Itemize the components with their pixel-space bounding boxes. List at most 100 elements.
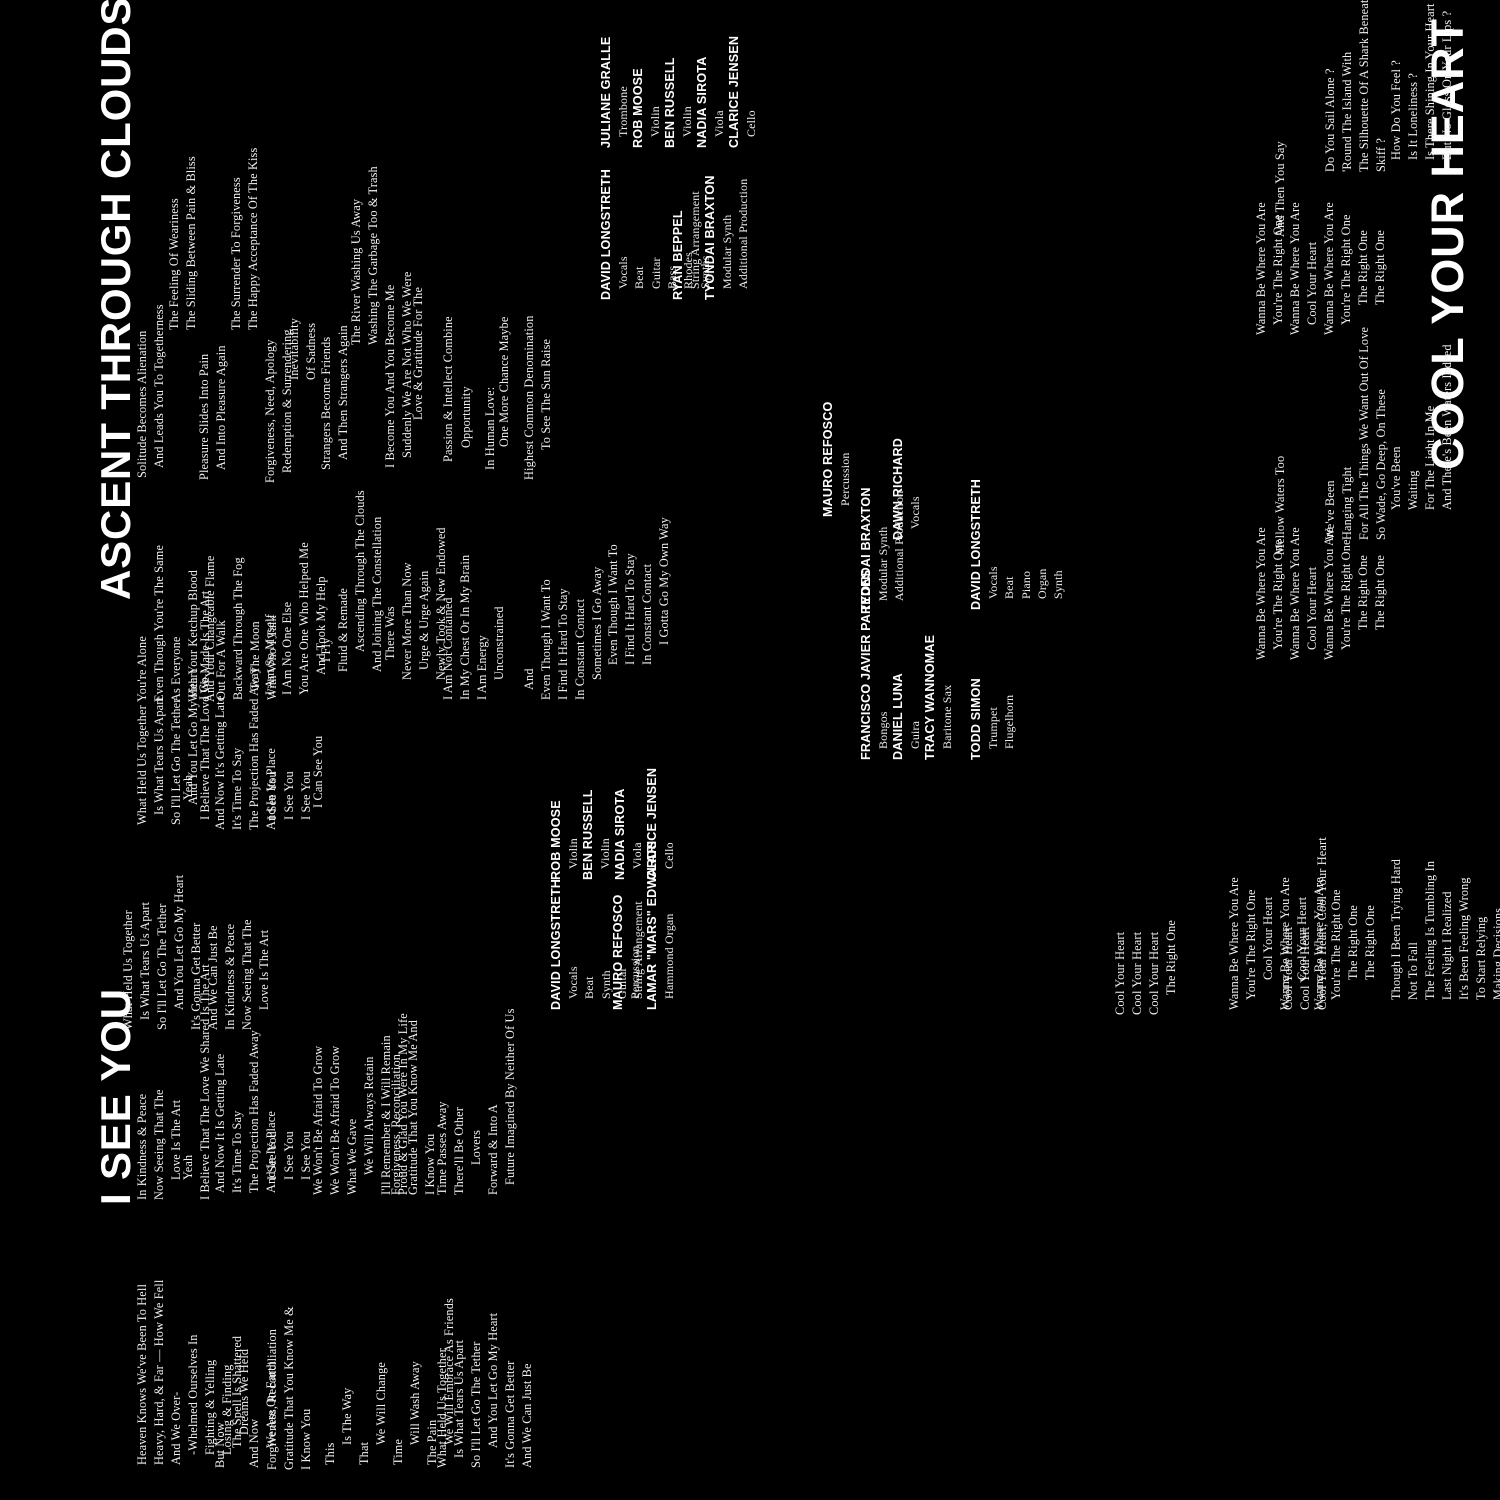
lyric-line: You're The Right One xyxy=(1338,214,1353,325)
credit-name: TRACY WANNOMAE xyxy=(923,634,937,760)
lyric-stanza: Inevitability Of Sadness xyxy=(286,318,320,380)
credit-name: JULIANE GRALLE xyxy=(599,36,613,148)
lyric-line: In Kindness & Peace xyxy=(222,923,237,1030)
lyric-line: Is What Tears Us Apart xyxy=(137,901,152,1020)
lyric-line: The Right One xyxy=(1345,904,1360,980)
lyric-line: I See You xyxy=(281,1131,296,1180)
lyric-line: Is What Tears Us Apart xyxy=(151,696,166,815)
lyric-line: The Right One xyxy=(1163,919,1178,995)
credits-i-see-you-violin-2: BEN RUSSELL Violin xyxy=(580,789,613,880)
lyric-line: Cool Your Heart xyxy=(1304,241,1319,325)
lyric-line: It's Time To Say xyxy=(229,747,244,830)
lyric-line: Wanna Be Where You Are xyxy=(1311,877,1326,1010)
credit-role: Viola xyxy=(712,110,727,137)
lyric-line: Even Though I Want To xyxy=(606,544,620,665)
lyric-line: The Right One xyxy=(1372,554,1387,630)
lyric-line: We've Been xyxy=(1323,480,1337,540)
lyric-line: Never More Than Now xyxy=(399,562,414,680)
credit-role: Additional Production xyxy=(736,178,751,289)
credit-name: NADIA SIROTA xyxy=(613,788,627,880)
lyric-line: Washing The Garbage Too & Trash xyxy=(365,166,380,345)
lyric-line: I Gotta Go My Own Way xyxy=(656,517,671,645)
lyric-line: Last Night I Realized xyxy=(1439,891,1454,1000)
lyric-line: In Kindness & Peace xyxy=(135,1093,149,1200)
lyric-stanza: I Am Not Contained In My Chest Or In My … xyxy=(440,555,508,700)
lyric-line: I Am Not Contained xyxy=(441,597,455,700)
credit-name: BEN RUSSELL xyxy=(581,789,595,880)
lyric-line: Even Though I Want To xyxy=(538,579,553,700)
credits-horns-bongos: FRANCISCO JAVIER PAREDES Bongos xyxy=(858,570,891,760)
lyric-stanza: The Surrender To Forgiveness The Happy A… xyxy=(228,148,262,330)
credits-strings-viola: NADIA SIROTA Viola xyxy=(694,57,727,148)
lyric-stanza: And Even Though I Want To I Find It Hard… xyxy=(521,567,606,700)
lyric-line: The Spell Is Shattered xyxy=(229,1335,244,1448)
lyric-line: I Fly xyxy=(319,637,333,662)
lyric-line: And You Let Go My Heart xyxy=(171,874,186,1010)
lyric-line: Wanna Be Where You Are xyxy=(1277,877,1292,1010)
lyric-stanza: In Kindness & Peace Now Seeing That The … xyxy=(134,1089,185,1200)
credits-strings-violin-2: BEN RUSSELL Violin xyxy=(662,57,695,148)
lyric-line: And There's Been Waters Indeed xyxy=(1439,344,1454,510)
lyric-line: For The Light In Me xyxy=(1422,405,1437,510)
credit-role: Bongos xyxy=(876,711,891,749)
credit-role: Modular Synth xyxy=(720,214,735,289)
lyric-line: The Happy Acceptance Of The Kiss xyxy=(245,147,260,330)
lyric-stanza: Love & Gratitude For The xyxy=(410,287,427,420)
lyric-line: Is It Loneliness ? xyxy=(1405,72,1420,160)
lyric-line: So Wade, Go Deep, On These xyxy=(1373,389,1388,540)
credit-role: Vocals xyxy=(566,966,581,999)
lyric-line: The Right One xyxy=(1355,229,1370,305)
credit-name: BEN RUSSELL xyxy=(663,57,677,148)
lyric-line: I Know You xyxy=(298,1408,313,1470)
lyric-line: Time Passes Away xyxy=(435,1101,449,1195)
lyric-line: But Now xyxy=(213,1422,227,1468)
lyric-line: There'll Be Other xyxy=(451,1106,466,1195)
lyric-stanza: How Do You Feel ? Is It Loneliness ? Is … xyxy=(1388,3,1456,160)
lyric-line: Strangers Become Friends xyxy=(319,336,333,470)
credits-i-see-you-cello: CLARICE JENSEN Cello xyxy=(644,768,677,880)
lyric-line: Unconstrained xyxy=(491,606,506,680)
credit-role: Additional Production xyxy=(892,490,907,601)
lyric-line: One More Chance Maybe xyxy=(497,316,511,447)
lyric-line: It's Gonna Get Better xyxy=(502,1360,517,1468)
credit-name: DANIEL LUNA xyxy=(891,673,905,760)
lyric-line: Skiff ? xyxy=(1373,138,1388,172)
credit-role: Baritone Sax xyxy=(940,684,955,749)
lyric-line: How Do You Feel ? xyxy=(1389,60,1403,160)
lyric-line: It's Gonna Get Better xyxy=(188,922,203,1030)
credit-name: MAURO REFOSCO xyxy=(611,894,625,1010)
credit-role: Beat xyxy=(1002,576,1017,599)
lyric-line: Wanna Be Where You Are xyxy=(1321,527,1336,660)
lyric-line: The Surrender To Forgiveness xyxy=(229,177,243,330)
credits-i-see-you-refosco: MAURO REFOSCO Percussion xyxy=(610,895,643,1010)
lyric-line: Is There Shining In Your Heart xyxy=(1422,3,1437,160)
lyric-line: You're The Right One xyxy=(1338,539,1353,650)
credit-name: MAURO REFOSCO xyxy=(821,401,835,517)
lyric-line: Gratitude That You Know Me And xyxy=(405,1020,420,1195)
credit-role: Vocals xyxy=(908,496,923,529)
lyric-line: Lovers xyxy=(468,1129,483,1165)
lyric-line: Cool Your Heart xyxy=(1294,896,1309,980)
lyric-line: Waiting xyxy=(1405,470,1420,510)
lyric-line: Wanna Be Where You Are xyxy=(1287,527,1302,660)
credit-name: DAVID LONGSTRETH xyxy=(969,478,983,610)
lyric-line: Cool Your Heart xyxy=(1113,931,1127,1015)
lyric-line: I Am Energy xyxy=(474,635,489,700)
lyric-line: The Projection Has Faded Away xyxy=(246,667,261,830)
lyric-line: Cool Your Heart xyxy=(1260,896,1275,980)
lyric-line: The Silhouette Of A Shark Beneath The xyxy=(1356,0,1371,172)
lyric-line: Wanna Be Where You Are xyxy=(1227,877,1241,1010)
lyric-stanza: What Held Us Together Is What Tears Us A… xyxy=(434,1313,536,1468)
credit-role: Guitar xyxy=(648,257,663,289)
lyric-stanza: Highest Common Denomination xyxy=(521,315,538,480)
lyric-line: Fluid & Remade xyxy=(335,587,350,672)
lyric-stanza: Yeah I Believe That The Love We Made Is … xyxy=(180,591,214,820)
lyric-line: Wanna Be Where You Are xyxy=(1321,202,1336,335)
credits-cool-your-heart-arranger: RYAN BEPPEL String Arrangement xyxy=(670,191,703,300)
lyric-line: The Right One xyxy=(1362,904,1377,980)
lyric-stanza: What Held Us Together Is What Tears Us A… xyxy=(120,875,273,1030)
credit-name: CLARICE JENSEN xyxy=(645,767,659,880)
credits-strings-trombone: JULIANE GRALLE Trombone xyxy=(598,37,631,148)
lyric-line: I Am No One Else xyxy=(279,601,294,695)
credit-role: Violin xyxy=(566,838,581,869)
